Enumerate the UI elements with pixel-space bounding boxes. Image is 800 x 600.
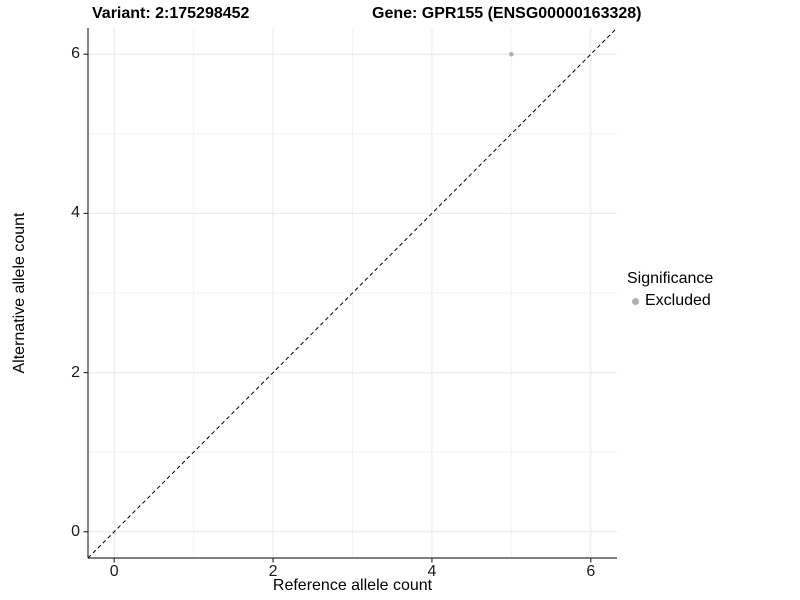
legend-point-icon <box>632 297 639 305</box>
x-tick-label: 4 <box>427 563 437 580</box>
legend-item-label: Excluded <box>645 292 711 309</box>
y-tick-label: 2 <box>71 363 80 381</box>
y-tick-label: 6 <box>71 45 80 63</box>
legend: Significance Excluded <box>627 270 713 310</box>
x-tick-label: 0 <box>109 563 119 580</box>
legend-items: Excluded <box>627 292 713 310</box>
plot-title-gene: Gene: GPR155 (ENSG00000163328) <box>372 5 642 22</box>
data-point <box>509 51 514 57</box>
y-tick-label: 4 <box>71 204 80 222</box>
x-tick-label: 2 <box>268 563 278 580</box>
y-axis-title: Alternative allele count <box>11 212 28 374</box>
y-tick-label: 0 <box>71 522 80 540</box>
legend-title: Significance <box>627 270 714 287</box>
x-axis-title: Reference allele count <box>272 577 433 594</box>
x-tick-label: 6 <box>586 563 596 580</box>
legend-item: Excluded <box>632 292 713 310</box>
plot-title-variant: Variant: 2:175298452 <box>92 5 250 22</box>
identity-reference-line <box>87 27 618 559</box>
